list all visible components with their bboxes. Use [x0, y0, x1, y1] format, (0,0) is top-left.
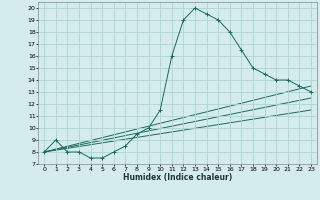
X-axis label: Humidex (Indice chaleur): Humidex (Indice chaleur)	[123, 173, 232, 182]
